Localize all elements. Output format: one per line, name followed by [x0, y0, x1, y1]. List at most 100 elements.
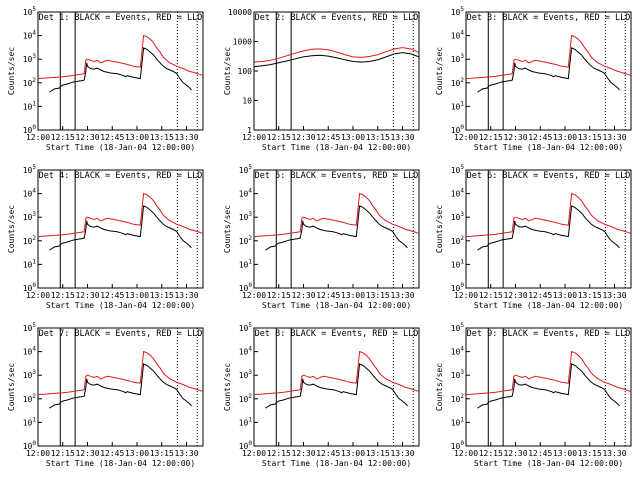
y-tick-label: 104: [239, 188, 253, 199]
x-tick-label: 12:00: [242, 449, 266, 458]
y-tick-label: 100: [451, 440, 465, 451]
series-line-events: [477, 205, 620, 251]
x-tick-label: 12:15: [267, 133, 291, 142]
plot-frame: [465, 11, 632, 131]
x-tick-label: 13:15: [150, 133, 174, 142]
x-tick-label: 12:15: [479, 133, 503, 142]
panel-title: Det 3: BLACK = Events, RED = LLD: [467, 13, 631, 23]
x-tick-label: 12:00: [26, 291, 50, 300]
x-tick-label: 13:15: [150, 291, 174, 300]
x-tick-label: 12:30: [75, 291, 99, 300]
y-tick-label: 101: [23, 100, 37, 111]
x-tick-label: 13:30: [390, 291, 414, 300]
panel-title: Det 9: BLACK = Events, RED = LLD: [467, 329, 631, 339]
y-tick-label: 101: [451, 100, 465, 111]
panel-title: Det 4: BLACK = Events, RED = LLD: [39, 171, 203, 181]
x-axis-title: Start Time (18-Jan-04 12:00:00): [474, 301, 623, 310]
series-line-events: [49, 363, 192, 409]
x-tick-label: 13:00: [341, 291, 365, 300]
y-tick-label: 102: [23, 393, 37, 404]
y-tick-label: 101: [23, 416, 37, 427]
y-tick-label: 104: [451, 346, 465, 357]
x-tick-label: 12:30: [291, 133, 315, 142]
series-line-lld: [465, 192, 632, 238]
x-tick-label: 13:00: [553, 291, 577, 300]
y-tick-label: 103: [239, 211, 253, 222]
series-line-lld: [37, 192, 204, 238]
x-tick-label: 13:30: [602, 291, 626, 300]
x-tick-label: 12:15: [51, 291, 75, 300]
x-axis-title: Start Time (18-Jan-04 12:00:00): [46, 143, 195, 152]
y-tick-label: 100: [451, 124, 465, 135]
y-axis-title: Counts/sec: [7, 47, 16, 95]
x-tick-label: 13:15: [366, 133, 390, 142]
x-tick-label: 12:15: [267, 291, 291, 300]
y-tick-label: 103: [239, 369, 253, 380]
series-line-lld: [253, 350, 420, 396]
x-axis-title: Start Time (18-Jan-04 12:00:00): [46, 301, 195, 310]
x-tick-label: 12:30: [291, 449, 315, 458]
y-tick-label: 104: [23, 30, 37, 41]
x-tick-label: 13:00: [341, 449, 365, 458]
x-tick-label: 13:15: [366, 449, 390, 458]
x-tick-label: 12:00: [242, 291, 266, 300]
x-tick-label: 13:30: [174, 133, 198, 142]
x-tick-label: 12:30: [291, 291, 315, 300]
y-tick-label: 1000: [233, 38, 252, 47]
y-tick-label: 102: [451, 393, 465, 404]
x-tick-label: 12:45: [528, 133, 552, 142]
plot-frame: [465, 327, 632, 447]
x-tick-label: 12:15: [267, 449, 291, 458]
y-tick-label: 102: [23, 77, 37, 88]
y-tick-label: 104: [23, 346, 37, 357]
x-tick-label: 12:00: [26, 449, 50, 458]
plot-frame: [465, 169, 632, 289]
x-tick-label: 12:45: [316, 449, 340, 458]
series-line-events: [265, 205, 408, 251]
y-tick-label: 103: [451, 53, 465, 64]
x-tick-label: 12:15: [479, 449, 503, 458]
x-tick-label: 12:45: [316, 291, 340, 300]
y-tick-label: 10000: [228, 8, 252, 17]
x-tick-label: 13:15: [150, 449, 174, 458]
x-axis-title: Start Time (18-Jan-04 12:00:00): [474, 459, 623, 468]
series-line-events: [49, 205, 192, 251]
y-tick-label: 101: [239, 258, 253, 269]
x-tick-label: 12:30: [75, 133, 99, 142]
x-tick-label: 13:00: [125, 133, 149, 142]
x-tick-label: 13:00: [553, 449, 577, 458]
x-tick-label: 12:00: [242, 133, 266, 142]
y-tick-label: 102: [239, 235, 253, 246]
y-tick-label: 103: [23, 369, 37, 380]
y-tick-label: 100: [23, 282, 37, 293]
y-tick-label: 101: [451, 258, 465, 269]
x-tick-label: 13:30: [390, 133, 414, 142]
x-tick-label: 12:15: [51, 133, 75, 142]
panel-title: Det 7: BLACK = Events, RED = LLD: [39, 329, 203, 339]
y-tick-label: 105: [451, 6, 465, 17]
y-tick-label: 104: [239, 346, 253, 357]
y-tick-label: 100: [239, 282, 253, 293]
y-tick-label: 105: [23, 164, 37, 175]
y-tick-label: 103: [451, 369, 465, 380]
y-tick-label: 103: [23, 53, 37, 64]
y-tick-label: 105: [239, 164, 253, 175]
y-axis-title: Counts/sec: [7, 363, 16, 411]
x-tick-label: 12:45: [528, 449, 552, 458]
series-line-lld: [465, 350, 632, 396]
x-tick-label: 12:45: [100, 133, 124, 142]
y-tick-label: 102: [239, 393, 253, 404]
series-line-lld: [37, 350, 204, 396]
y-tick-label: 105: [451, 164, 465, 175]
y-tick-label: 101: [451, 416, 465, 427]
y-axis-title: Counts/sec: [223, 47, 232, 95]
x-axis-title: Start Time (18-Jan-04 12:00:00): [262, 143, 411, 152]
series-line-lld: [37, 34, 204, 80]
